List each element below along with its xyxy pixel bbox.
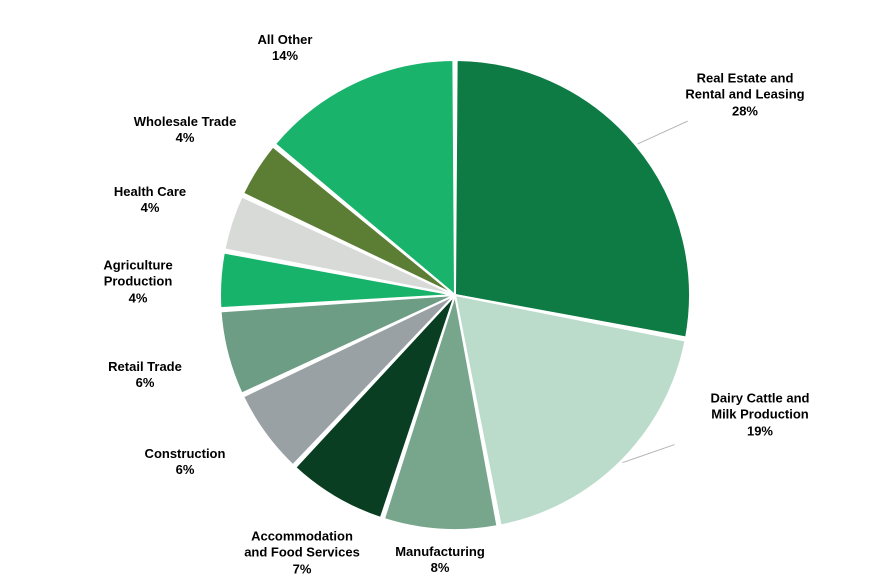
- pie-chart-container: Real Estate and Rental and Leasing 28%Da…: [0, 0, 877, 585]
- pie-slice-0: [455, 60, 690, 337]
- pie-chart-svg: [0, 0, 877, 585]
- leader-line-0: [638, 121, 688, 144]
